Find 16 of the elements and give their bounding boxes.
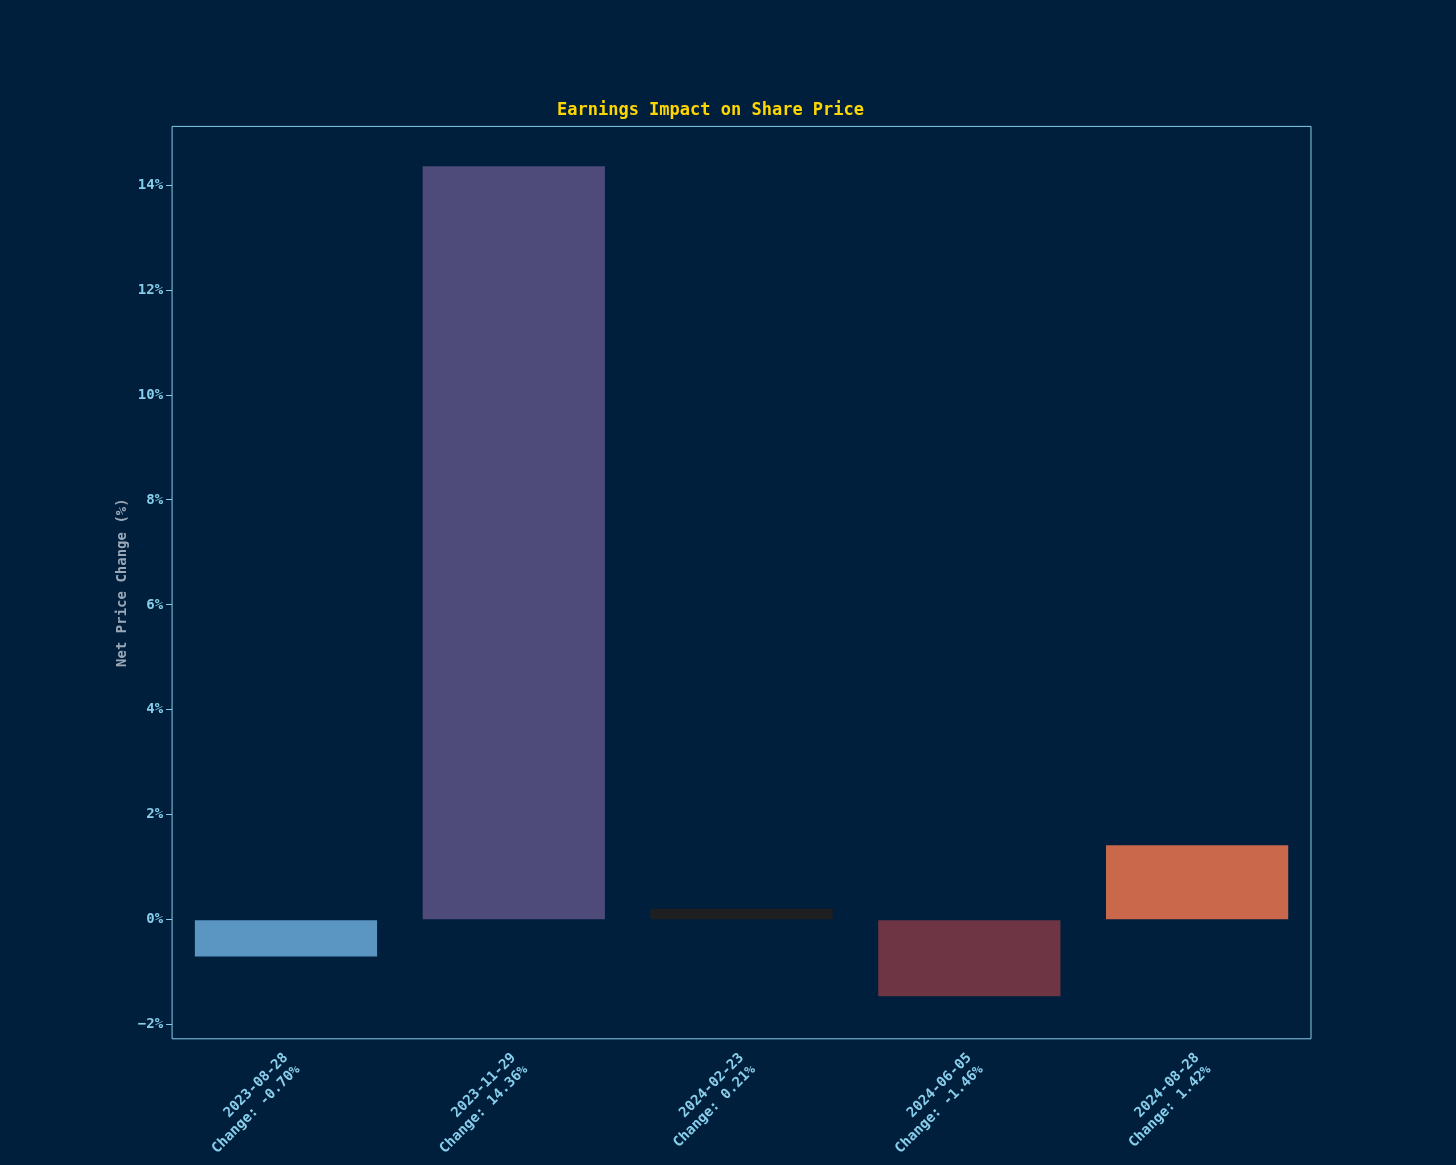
- y-tick-label: 10%: [137, 385, 164, 402]
- y-tick-label: 6%: [146, 595, 164, 612]
- y-tick-label: 2%: [146, 805, 164, 822]
- y-tick-label: 8%: [146, 490, 164, 507]
- y-tick-label: 14%: [137, 175, 164, 192]
- y-tick-label: 0%: [146, 910, 164, 927]
- bar: [650, 908, 833, 920]
- y-tick-label: 4%: [146, 700, 164, 717]
- chart-title: Earnings Impact on Share Price: [556, 98, 865, 119]
- bar: [1106, 845, 1289, 920]
- bar: [194, 920, 378, 957]
- bar: [878, 920, 1061, 997]
- y-tick-label: 12%: [137, 280, 164, 297]
- y-axis-title: Net Price Change (%): [113, 498, 130, 667]
- y-tick-label: −2%: [137, 1015, 164, 1032]
- bar: [422, 166, 605, 920]
